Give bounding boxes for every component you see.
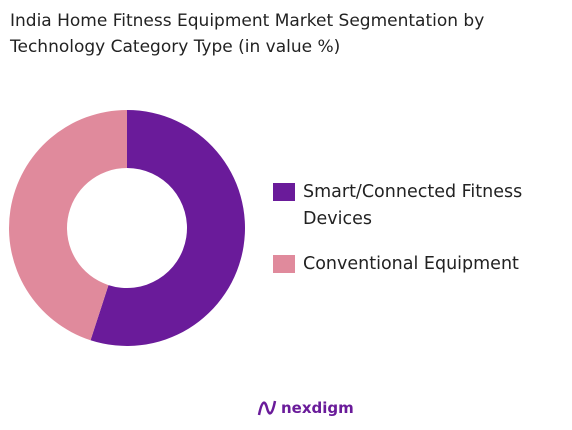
legend-label: Conventional Equipment <box>303 254 519 274</box>
donut-slice <box>90 110 245 346</box>
donut-slice <box>8 110 127 341</box>
brand-name: nexdigm <box>281 399 354 417</box>
legend-item: Conventional Equipment <box>273 251 563 278</box>
legend-label: Smart/Connected Fitness Devices <box>303 182 523 229</box>
legend-swatch <box>273 183 295 201</box>
chart-title: India Home Fitness Equipment Market Segm… <box>10 11 485 57</box>
brand: nexdigm <box>256 398 354 418</box>
brand-icon <box>257 400 277 416</box>
legend-item: Smart/Connected Fitness Devices <box>273 179 563 233</box>
legend-swatch <box>273 255 295 273</box>
